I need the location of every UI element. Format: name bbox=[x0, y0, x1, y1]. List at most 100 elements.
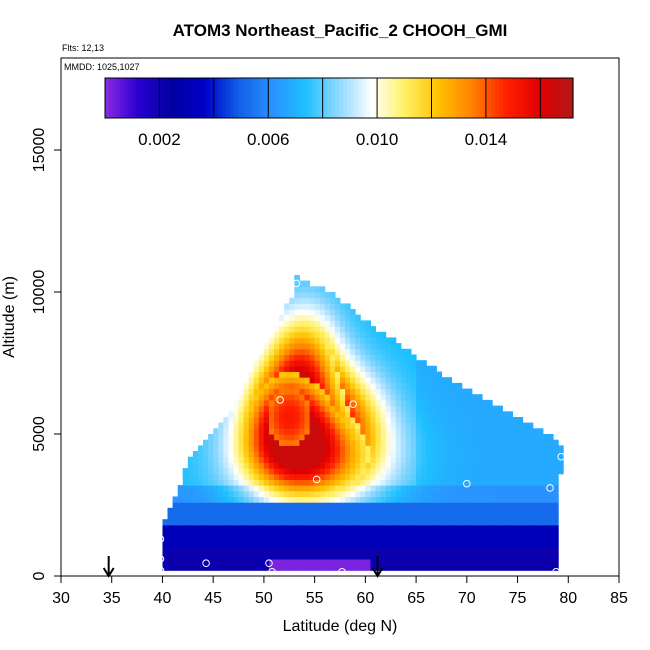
heatmap-cell bbox=[334, 314, 341, 321]
heatmap-cell bbox=[203, 530, 209, 537]
heatmap-cell bbox=[441, 485, 448, 492]
heatmap-cell bbox=[426, 371, 432, 378]
heatmap-cell bbox=[471, 422, 478, 429]
heatmap-cell bbox=[400, 530, 407, 537]
heatmap-cell bbox=[208, 473, 214, 480]
heatmap-cell bbox=[365, 326, 371, 333]
heatmap-cell bbox=[324, 388, 331, 395]
heatmap-cell bbox=[299, 314, 305, 321]
heatmap-cell bbox=[269, 377, 275, 384]
heatmap-cell bbox=[436, 473, 442, 480]
heatmap-cell bbox=[309, 399, 316, 407]
heatmap-cell bbox=[350, 439, 356, 446]
heatmap-cell bbox=[253, 411, 260, 418]
heatmap-cell bbox=[269, 513, 275, 520]
heatmap-cell bbox=[426, 496, 432, 503]
heatmap-cell bbox=[522, 513, 529, 520]
heatmap-cell bbox=[558, 468, 564, 475]
heatmap-cell bbox=[192, 462, 199, 469]
heatmap-cell bbox=[233, 439, 240, 446]
heatmap-cell bbox=[198, 456, 204, 463]
heatmap-cell bbox=[218, 519, 224, 526]
heatmap-cell bbox=[177, 513, 184, 520]
heatmap-cell bbox=[507, 490, 513, 497]
heatmap-cell bbox=[329, 422, 336, 429]
heatmap-cell bbox=[405, 365, 412, 372]
heatmap-cell bbox=[233, 502, 240, 509]
heatmap-cell bbox=[512, 479, 519, 486]
heatmap-cell bbox=[334, 434, 341, 441]
heatmap-cell bbox=[375, 360, 382, 367]
heatmap-cell bbox=[385, 456, 392, 463]
heatmap-cell bbox=[324, 377, 331, 384]
colorbar-segment bbox=[190, 78, 196, 118]
heatmap-cell bbox=[477, 417, 483, 424]
heatmap-cell bbox=[319, 507, 326, 514]
heatmap-cell bbox=[340, 519, 346, 526]
heatmap-cell bbox=[355, 496, 361, 503]
heatmap-cell bbox=[471, 468, 478, 475]
heatmap-cell bbox=[223, 456, 229, 463]
colorbar-segment bbox=[311, 78, 317, 118]
heatmap-cell bbox=[431, 507, 437, 514]
heatmap-cell bbox=[334, 320, 341, 327]
heatmap-cell bbox=[294, 445, 300, 452]
heatmap-cell bbox=[340, 309, 346, 316]
heatmap-cell bbox=[309, 360, 316, 367]
heatmap-cell bbox=[233, 507, 240, 514]
heatmap-cell bbox=[365, 468, 371, 475]
heatmap-cell bbox=[431, 524, 437, 532]
heatmap-cell bbox=[238, 456, 245, 463]
heatmap-cell bbox=[324, 326, 331, 333]
heatmap-cell bbox=[329, 502, 336, 509]
heatmap-cell bbox=[380, 536, 387, 543]
heatmap-cell bbox=[517, 519, 524, 526]
heatmap-cell bbox=[497, 541, 503, 549]
heatmap-cell bbox=[198, 519, 204, 526]
heatmap-cell bbox=[314, 502, 321, 509]
heatmap-cell bbox=[329, 405, 336, 412]
heatmap-cell bbox=[340, 479, 346, 486]
heatmap-cell bbox=[395, 365, 402, 372]
heatmap-cell bbox=[436, 559, 442, 566]
heatmap-cell bbox=[269, 530, 275, 537]
heatmap-cell bbox=[451, 536, 458, 543]
heatmap-cell bbox=[390, 536, 397, 543]
heatmap-cell bbox=[304, 388, 311, 395]
heatmap-cell bbox=[238, 468, 245, 475]
heatmap-cell bbox=[395, 479, 402, 486]
heatmap-cell bbox=[522, 473, 529, 480]
heatmap-cell bbox=[340, 382, 346, 390]
heatmap-cell bbox=[192, 485, 199, 492]
heatmap-cell bbox=[304, 559, 311, 566]
heatmap-cell bbox=[233, 547, 240, 554]
chart-title: ATOM3 Northeast_Pacific_2 CHOOH_GMI bbox=[173, 21, 508, 40]
heatmap-cell bbox=[213, 462, 219, 469]
heatmap-cell bbox=[334, 553, 341, 560]
heatmap-cell bbox=[360, 507, 366, 514]
heatmap-cell bbox=[304, 394, 311, 401]
heatmap-cell bbox=[253, 541, 260, 549]
heatmap-cell bbox=[208, 524, 214, 532]
heatmap-cell bbox=[243, 502, 250, 509]
heatmap-cell bbox=[451, 388, 458, 395]
heatmap-cell bbox=[294, 360, 300, 367]
colorbar-segment bbox=[147, 78, 153, 118]
heatmap-cell bbox=[299, 354, 305, 361]
heatmap-cell bbox=[532, 519, 539, 526]
heatmap-cell bbox=[502, 479, 508, 486]
heatmap-cell bbox=[294, 365, 300, 372]
heatmap-cell bbox=[314, 337, 321, 344]
heatmap-cell bbox=[355, 337, 361, 344]
heatmap-cell bbox=[177, 541, 184, 549]
heatmap-cell bbox=[248, 553, 255, 560]
heatmap-cell bbox=[421, 371, 427, 378]
heatmap-cell bbox=[345, 559, 351, 566]
heatmap-cell bbox=[441, 559, 448, 566]
heatmap-cell bbox=[466, 553, 473, 560]
heatmap-cell bbox=[177, 507, 184, 514]
heatmap-cell bbox=[355, 326, 361, 333]
heatmap-cell bbox=[421, 468, 427, 475]
heatmap-cell bbox=[243, 485, 250, 492]
heatmap-cell bbox=[532, 462, 539, 469]
